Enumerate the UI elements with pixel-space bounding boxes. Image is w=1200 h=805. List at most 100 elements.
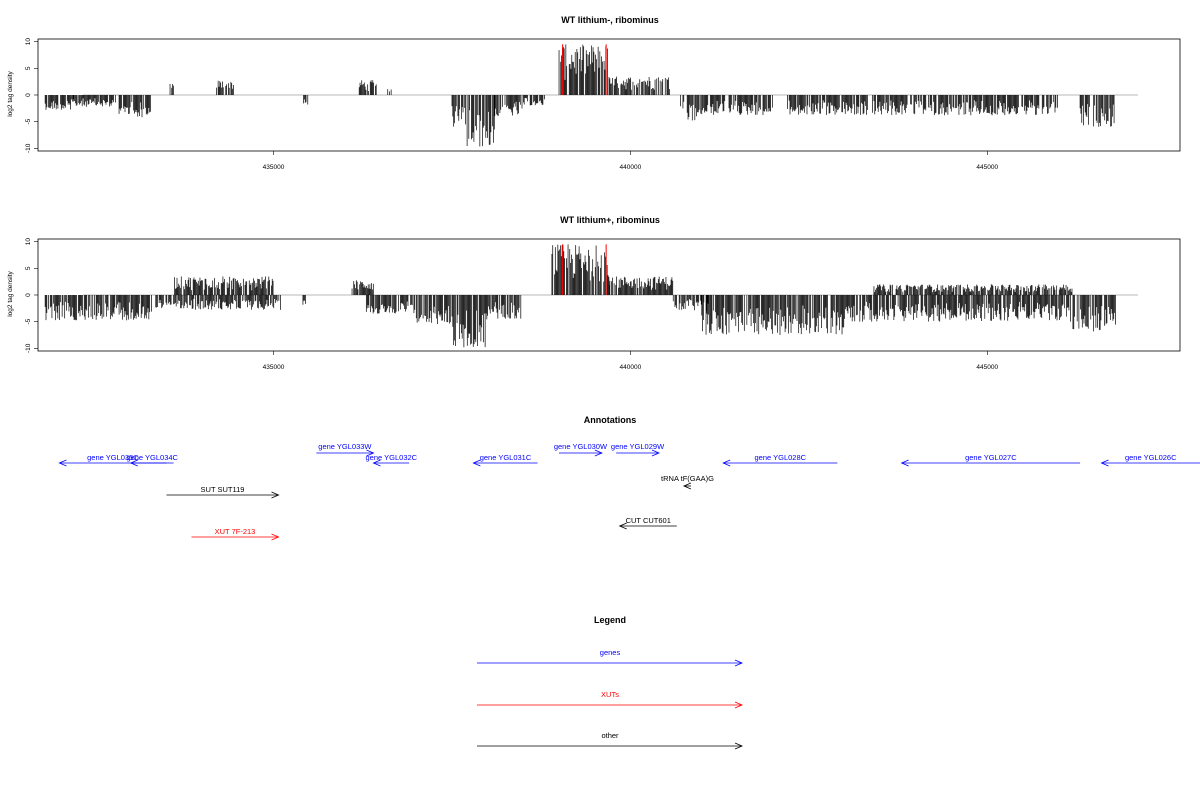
track-2-title: WT lithium+, ribominus [560, 215, 660, 225]
feature-arrowhead [472, 459, 481, 467]
legend-panel: Legend genes XUTs other [477, 615, 744, 750]
signal-segment [466, 95, 495, 147]
annotation-feature: gene YGL034C [126, 453, 179, 467]
signal-segment [174, 276, 274, 295]
signal-segment [558, 44, 608, 95]
feature-label: gene YGL029W [611, 442, 665, 451]
annotation-feature: tRNA tF(GAA)G [661, 474, 714, 490]
signal-segment [415, 295, 451, 324]
feature-label: XUT 7F-213 [215, 527, 256, 536]
feature-label: gene YGL034C [126, 453, 178, 462]
x-tick-label: 435000 [263, 164, 285, 171]
track-2-ylabel: log2 tag density [7, 270, 14, 316]
y-tick-label: 10 [25, 238, 32, 246]
feature-label: CUT CUT601 [626, 516, 671, 525]
signal-segment [155, 295, 188, 309]
signal-segment [844, 295, 1071, 322]
legend-label: genes [600, 648, 621, 657]
legend-arrowhead [734, 742, 744, 750]
signal-segment [522, 95, 545, 106]
y-tick-label: 0 [25, 293, 32, 297]
x-tick-label: 440000 [620, 164, 642, 171]
track-1-bars [44, 44, 1138, 147]
x-tick-label: 440000 [620, 364, 642, 371]
x-tick-label: 445000 [976, 164, 998, 171]
y-tick-label: 0 [25, 93, 32, 97]
feature-arrowhead [594, 449, 603, 457]
feature-arrowhead [366, 449, 375, 457]
signal-segment [351, 280, 374, 295]
legend-entry: genes [477, 648, 744, 667]
x-tick-label: 445000 [976, 364, 998, 371]
signal-segment [44, 95, 74, 110]
signal-segment [1072, 295, 1116, 332]
track-panel-2: WT lithium+, ribominus log2 tag density … [7, 215, 1181, 371]
annotations-title: Annotations [584, 415, 637, 425]
signal-segment [873, 284, 1073, 295]
signal-segment [189, 295, 281, 310]
legend-entries: genes XUTs other [477, 648, 744, 750]
signal-segment [358, 80, 377, 95]
y-tick-label: 5 [25, 266, 32, 270]
y-tick-label: -5 [25, 318, 32, 324]
feature-arrowhead [651, 449, 660, 457]
feature-arrowhead [618, 522, 627, 530]
signal-segment [451, 295, 488, 348]
feature-label: tRNA tF(GAA)G [661, 474, 714, 483]
signal-segment [873, 95, 1058, 116]
track-1-ylabel: log2 tag density [7, 70, 14, 116]
signal-segment [487, 295, 522, 319]
signal-segment [73, 95, 116, 107]
annotation-feature: gene YGL026C [1100, 453, 1200, 467]
legend-title: Legend [594, 615, 626, 625]
annotation-feature: gene YGL027C [900, 453, 1081, 467]
signal-segment [387, 89, 392, 95]
feature-arrowhead [271, 491, 280, 499]
y-tick-label: -5 [25, 118, 32, 124]
legend-entry: XUTs [477, 690, 744, 709]
annotation-feature: XUT 7F-213 [191, 527, 280, 541]
feature-label: gene YGL033W [318, 442, 372, 451]
annotation-feature: gene YGL031C [472, 453, 538, 467]
signal-segment [1079, 95, 1115, 127]
signal-segment [365, 295, 416, 314]
y-tick-label: -10 [25, 143, 32, 153]
signal-segment [169, 83, 174, 95]
signal-segment [302, 295, 306, 305]
annotation-feature: gene YGL029W [611, 442, 665, 457]
signal-segment [451, 95, 466, 127]
signal-segment [787, 95, 873, 115]
track-1-title: WT lithium-, ribominus [561, 15, 659, 25]
feature-label: gene YGL027C [965, 453, 1017, 462]
track-1-axes: 10 5 0 -5 -10 435000 440000 445000 [25, 38, 999, 171]
legend-arrowhead [734, 659, 744, 667]
annotation-feature: gene YGL032C [366, 453, 418, 467]
signal-segment [608, 76, 631, 95]
annotation-feature: SUT SUT119 [166, 485, 280, 499]
feature-arrowhead [129, 459, 138, 467]
feature-arrowhead [372, 459, 381, 467]
track-panel-1: WT lithium-, ribominus log2 tag density … [7, 15, 1181, 171]
feature-label: gene YGL028C [755, 453, 807, 462]
feature-label: SUT SUT119 [201, 485, 245, 494]
signal-segment [118, 95, 151, 118]
signal-segment [216, 80, 234, 95]
feature-arrowhead [900, 459, 909, 467]
feature-label: gene YGL035C [87, 453, 139, 462]
track-2-bars [44, 244, 1138, 348]
y-tick-label: -10 [25, 343, 32, 353]
annotation-feature: gene YGL033W [316, 442, 375, 457]
feature-arrowhead [722, 459, 731, 467]
feature-arrowhead [58, 459, 67, 467]
feature-label: gene YGL031C [480, 453, 532, 462]
legend-label: XUTs [601, 690, 619, 699]
signal-segment [630, 76, 670, 95]
feature-arrowhead [271, 533, 280, 541]
signal-segment [701, 95, 773, 115]
signal-segment [680, 95, 702, 121]
feature-label: gene YGL030W [554, 442, 608, 451]
annotation-feature: gene YGL028C [722, 453, 838, 467]
legend-entry: other [477, 731, 744, 750]
